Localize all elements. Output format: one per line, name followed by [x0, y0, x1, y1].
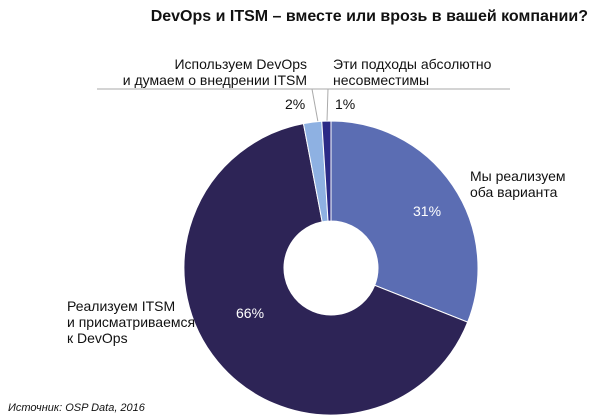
label-line: Мы реализуем [470, 168, 566, 184]
leader-line-1pct [326, 88, 329, 122]
slice-1pct [321, 120, 332, 222]
value-label-2: 2% [285, 96, 306, 112]
label-line: Используем DevOps [174, 56, 307, 72]
value-label-66: 66% [236, 305, 265, 321]
label-line: Реализуем ITSM [67, 298, 176, 314]
source-note: Источник: OSP Data, 2016 [8, 402, 145, 414]
label-line: и присматриваемся [67, 314, 196, 330]
chart-title: DevOps и ITSM – вместе или врозь в вашей… [150, 8, 588, 25]
label-both: Мы реализуем оба варианта [470, 168, 565, 200]
label-devops: Используем DevOps и думаем о внедрении I… [123, 56, 307, 88]
label-line: Эти подходы абсолютно [333, 56, 492, 72]
slice-66pct [183, 123, 469, 416]
value-label-31: 31% [413, 203, 442, 219]
label-line: и думаем о внедрении ITSM [122, 72, 307, 88]
label-itsm: Реализуем ITSM и присматриваемся к DevOp… [67, 298, 195, 346]
label-line: несовместимы [333, 72, 430, 88]
value-label-1: 1% [335, 96, 356, 112]
label-incompatible: Эти подходы абсолютно несовместимы [333, 56, 491, 88]
leader-line-2pct [311, 88, 319, 123]
label-line: к DevOps [67, 330, 128, 346]
slice-31pct [330, 120, 479, 323]
label-line: оба варианта [470, 184, 558, 200]
